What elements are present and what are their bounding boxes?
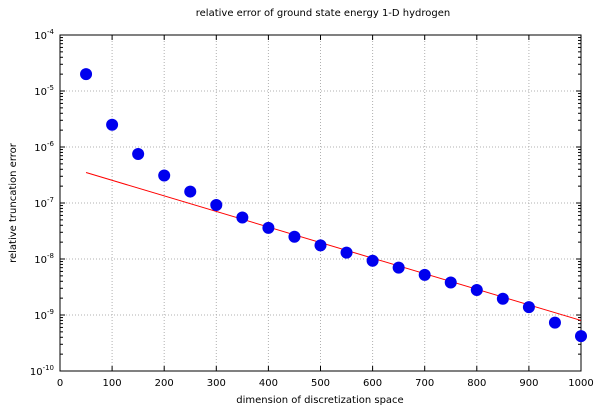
data-point — [314, 239, 327, 252]
x-tick-label: 500 — [311, 378, 330, 389]
data-points-series — [80, 68, 587, 343]
x-tick-label: 600 — [363, 378, 382, 389]
data-point — [132, 147, 145, 160]
y-tick-label: 10-4 — [34, 28, 54, 42]
data-point — [548, 316, 561, 329]
x-tick-label: 700 — [415, 378, 434, 389]
x-tick-labels: 0 100 200 300 400 500 600 700 800 900 1000 — [57, 378, 594, 389]
data-point — [80, 68, 93, 81]
x-tick-label: 800 — [467, 378, 486, 389]
data-point — [236, 211, 249, 224]
data-point — [366, 254, 379, 267]
x-tick-label: 300 — [207, 378, 226, 389]
data-point — [158, 169, 171, 182]
ticks — [59, 34, 582, 372]
chart-title: relative error of ground state energy 1-… — [196, 8, 451, 19]
data-point — [210, 199, 223, 212]
y-tick-label: 10-9 — [34, 308, 54, 322]
y-tick-label: 10-8 — [34, 252, 54, 266]
y-tick-label: 10-5 — [34, 84, 54, 98]
x-tick-label: 0 — [57, 378, 63, 389]
data-point — [444, 276, 457, 289]
x-tick-label: 400 — [259, 378, 278, 389]
data-point — [106, 118, 119, 131]
x-tick-label: 200 — [155, 378, 174, 389]
data-point — [184, 185, 197, 198]
data-point — [575, 330, 587, 343]
data-point — [288, 230, 301, 243]
y-tick-label: 10-10 — [30, 364, 54, 378]
y-axis-label: relative truncation error — [8, 142, 19, 263]
data-point — [496, 292, 509, 305]
data-point — [418, 268, 431, 281]
x-tick-label: 1000 — [568, 378, 593, 389]
x-tick-label: 900 — [519, 378, 538, 389]
x-tick-label: 100 — [103, 378, 122, 389]
y-tick-labels: 10-10 10-9 10-8 10-7 10-6 10-5 10-4 — [30, 28, 55, 378]
x-axis-label: dimension of discretization space — [236, 395, 403, 406]
y-tick-label: 10-6 — [34, 140, 54, 154]
y-tick-label: 10-7 — [34, 196, 54, 210]
grid — [60, 35, 581, 371]
data-point — [262, 221, 275, 234]
data-point — [392, 261, 405, 274]
data-point — [522, 301, 535, 314]
data-point — [340, 246, 353, 259]
data-point — [470, 283, 483, 296]
